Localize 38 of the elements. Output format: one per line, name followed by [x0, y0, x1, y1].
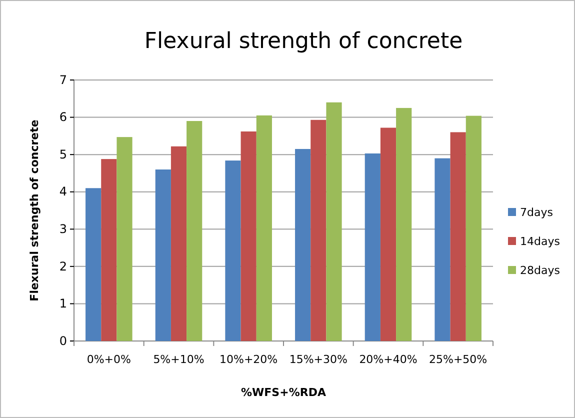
bar	[396, 108, 412, 341]
bar	[466, 116, 482, 341]
x-tick-label: 15%+30%	[289, 352, 348, 366]
bar	[364, 153, 380, 341]
y-tick-label: 6	[59, 110, 67, 124]
y-tick-label: 0	[59, 334, 67, 348]
bar	[450, 132, 466, 341]
y-tick-label: 5	[59, 147, 67, 162]
bar	[155, 169, 171, 341]
bar	[225, 160, 241, 341]
x-tick-label: 0%+0%	[86, 352, 131, 366]
y-tick-label: 3	[59, 222, 67, 236]
x-tick-label: 25%+50%	[429, 352, 488, 366]
y-tick-label: 1	[59, 296, 67, 311]
x-tick-label: 5%+10%	[153, 352, 204, 366]
bar	[256, 115, 272, 341]
legend-label: 14days	[520, 235, 560, 248]
y-tick-label: 2	[59, 259, 67, 274]
y-axis-title: Flexural strength of concrete	[28, 120, 41, 302]
bar	[380, 128, 396, 341]
bar	[240, 131, 256, 341]
x-tick-label: 20%+40%	[359, 352, 418, 366]
legend-label: 7days	[520, 206, 554, 219]
x-tick-label: 10%+20%	[220, 352, 278, 366]
legend-label: 28days	[520, 264, 560, 277]
bar	[186, 121, 202, 341]
bar	[326, 102, 342, 341]
bar	[295, 148, 311, 341]
y-tick-label: 4	[59, 184, 67, 199]
bar	[434, 158, 450, 341]
bar	[170, 146, 187, 341]
bar	[86, 188, 102, 341]
chart-title: Flexural strength of concrete	[144, 29, 463, 54]
y-tick-label: 7	[59, 72, 67, 87]
bar	[310, 120, 326, 341]
bar	[116, 137, 132, 341]
bar	[101, 159, 117, 341]
x-axis-title: %WFS+%RDA	[241, 386, 326, 399]
